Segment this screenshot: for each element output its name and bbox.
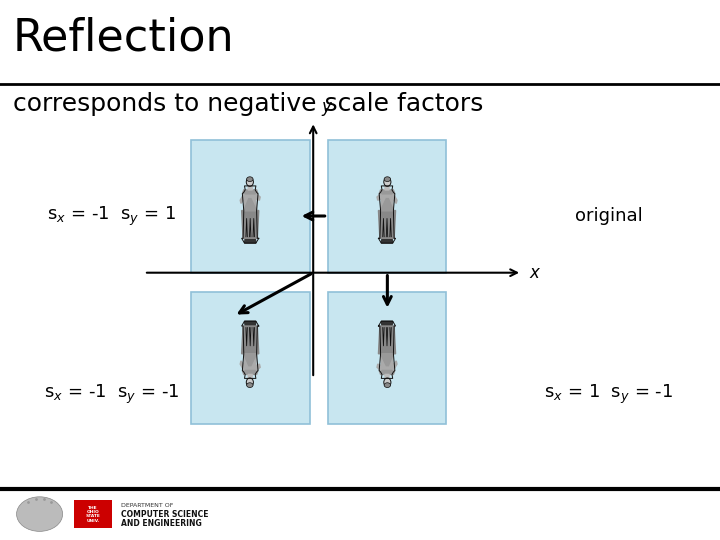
Polygon shape: [242, 211, 258, 238]
Polygon shape: [379, 190, 395, 194]
Polygon shape: [240, 361, 246, 370]
Text: y: y: [322, 98, 332, 116]
Ellipse shape: [246, 178, 253, 186]
Text: original: original: [575, 207, 642, 225]
Polygon shape: [381, 192, 393, 211]
Polygon shape: [240, 194, 246, 204]
Ellipse shape: [384, 178, 391, 186]
Polygon shape: [379, 211, 395, 238]
Polygon shape: [255, 194, 260, 200]
Polygon shape: [382, 238, 392, 243]
Polygon shape: [379, 370, 395, 374]
Ellipse shape: [384, 378, 391, 387]
Bar: [191, 140, 310, 273]
Ellipse shape: [384, 383, 390, 388]
Text: AND ENGINEERING: AND ENGINEERING: [121, 519, 202, 528]
Bar: [328, 140, 446, 273]
Polygon shape: [382, 321, 392, 326]
Text: DEPARTMENT OF: DEPARTMENT OF: [121, 503, 174, 509]
Polygon shape: [385, 186, 389, 190]
Polygon shape: [377, 364, 382, 370]
Polygon shape: [381, 199, 393, 211]
Polygon shape: [245, 238, 256, 243]
Polygon shape: [243, 370, 258, 374]
Text: x: x: [529, 264, 539, 282]
Polygon shape: [381, 354, 393, 372]
Polygon shape: [244, 354, 256, 372]
Polygon shape: [244, 192, 256, 211]
Text: THE
OHIO
STATE
UNIV.: THE OHIO STATE UNIV.: [86, 505, 100, 523]
Polygon shape: [248, 186, 252, 190]
Polygon shape: [243, 190, 258, 194]
Text: corresponds to negative scale factors: corresponds to negative scale factors: [13, 92, 483, 116]
Polygon shape: [392, 361, 397, 370]
Text: Reflection: Reflection: [13, 16, 235, 59]
Polygon shape: [379, 326, 395, 354]
Polygon shape: [242, 326, 258, 354]
Polygon shape: [392, 194, 397, 204]
Polygon shape: [245, 321, 256, 326]
Polygon shape: [255, 364, 260, 370]
Ellipse shape: [247, 383, 253, 388]
Polygon shape: [248, 374, 252, 379]
Text: s$_x$ = -1  s$_y$ = 1: s$_x$ = -1 s$_y$ = 1: [47, 205, 176, 227]
Ellipse shape: [247, 177, 253, 181]
Ellipse shape: [384, 177, 390, 181]
Polygon shape: [385, 374, 389, 379]
Text: s$_x$ = -1  s$_y$ = -1: s$_x$ = -1 s$_y$ = -1: [44, 383, 179, 406]
Text: s$_x$ = 1  s$_y$ = -1: s$_x$ = 1 s$_y$ = -1: [544, 383, 673, 406]
Text: COMPUTER SCIENCE: COMPUTER SCIENCE: [121, 510, 209, 518]
Polygon shape: [244, 354, 256, 366]
Polygon shape: [377, 194, 382, 200]
Polygon shape: [244, 199, 256, 211]
Ellipse shape: [246, 378, 253, 387]
Bar: [328, 292, 446, 424]
Bar: [191, 292, 310, 424]
Bar: [74, 500, 112, 528]
Polygon shape: [381, 354, 393, 366]
Circle shape: [17, 497, 63, 531]
